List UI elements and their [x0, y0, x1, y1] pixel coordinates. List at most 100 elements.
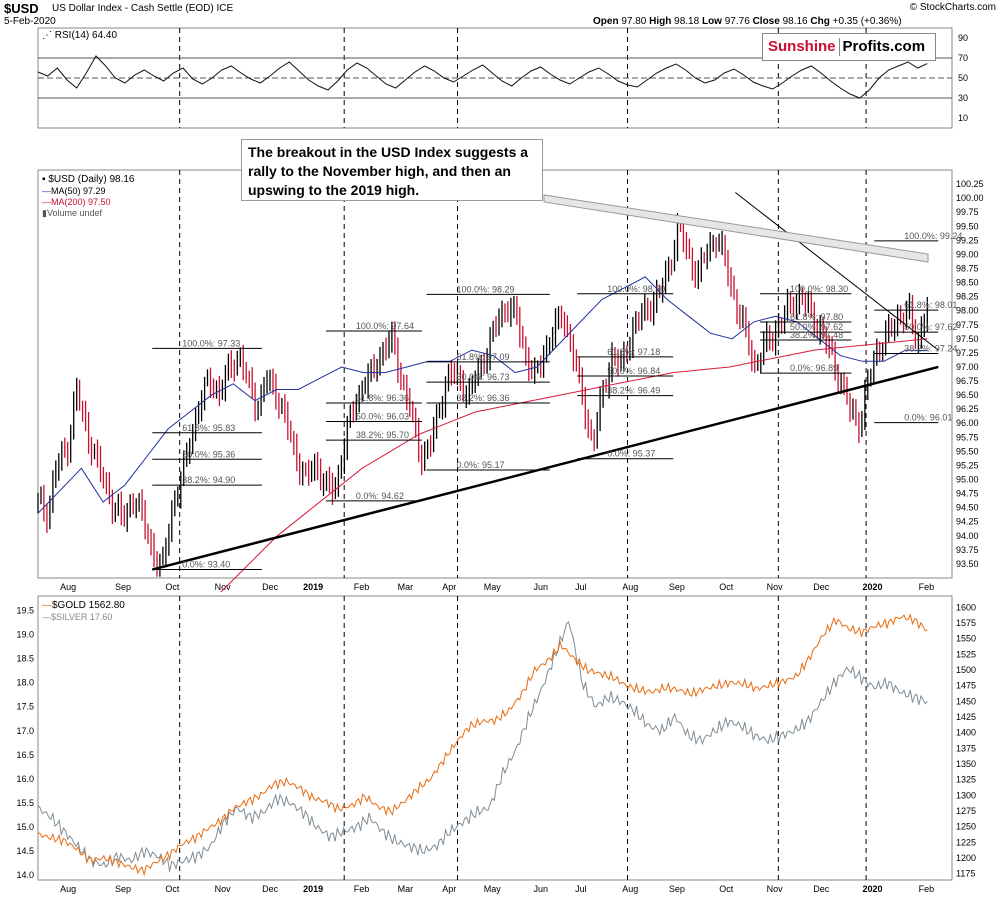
silver-y-tick: 17.5 [16, 702, 34, 712]
rsi-y-tick: 30 [958, 93, 968, 103]
silver-y-tick: 14.0 [16, 870, 34, 880]
price-y-tick: 96.75 [956, 376, 979, 386]
ma50-legend: —MA(50) 97.29 [42, 186, 106, 196]
gold-legend: —$GOLD 1562.80 [42, 600, 125, 611]
fib-level-label: 50.0%: 95.36 [182, 449, 235, 459]
fib-level-label: 50.0%: 96.03 [356, 412, 409, 422]
fib-level-label: 50.0%: 96.84 [607, 366, 660, 376]
ohlc-readout: Open 97.80 High 98.18 Low 97.76 Close 98… [593, 16, 902, 27]
fib-level-label: 0.0%: 96.01 [904, 413, 952, 423]
x-tick-label: Oct [165, 884, 180, 894]
rsi-line [37, 55, 928, 99]
rsi-legend: ⋰ RSI(14) 64.40 [42, 30, 118, 41]
fib-level-label: 100.0%: 97.33 [182, 338, 240, 348]
fib-level-label: 0.0%: 94.62 [356, 491, 404, 501]
copyright: © StockCharts.com [909, 2, 996, 13]
gold-y-tick: 1600 [956, 602, 976, 612]
x-tick-label: Sep [669, 582, 685, 592]
ma200-legend: —MA(200) 97.50 [42, 197, 111, 207]
gold-y-tick: 1450 [956, 696, 976, 706]
gold-line [37, 613, 928, 877]
price-y-tick: 99.25 [956, 235, 979, 245]
fib-level-label: 38.2%: 97.24 [904, 343, 957, 353]
x-tick-label: Nov [215, 582, 232, 592]
silver-legend: —$SILVER 17.60 [42, 612, 113, 622]
uptrend-support-line [151, 365, 939, 571]
gold-y-tick: 1550 [956, 634, 976, 644]
price-y-tick: 99.50 [956, 221, 979, 231]
price-y-tick: 97.00 [956, 362, 979, 372]
x-tick-label: Aug [622, 884, 638, 894]
gold-y-tick: 1250 [956, 822, 976, 832]
price-y-tick: 95.50 [956, 446, 979, 456]
x-tick-label: Nov [767, 884, 784, 894]
silver-y-tick: 19.0 [16, 630, 34, 640]
price-y-tick: 94.25 [956, 517, 979, 527]
fib-level-label: 38.2%: 94.90 [182, 475, 235, 485]
fib-level-label: 100.0%: 97.64 [356, 321, 414, 331]
fib-level-label: 61.8%: 95.83 [182, 423, 235, 433]
x-tick-label: Nov [215, 884, 232, 894]
exchange-label: ICE [216, 3, 234, 14]
gold-y-tick: 1475 [956, 681, 976, 691]
ma50-line [37, 276, 928, 514]
x-tick-label: Nov [767, 582, 784, 592]
x-tick-label: Feb [919, 582, 935, 592]
x-tick-label: Sep [115, 582, 131, 592]
fib-level-label: 50.0%: 97.62 [790, 322, 843, 332]
gold-y-tick: 1200 [956, 853, 976, 863]
silver-y-tick: 14.5 [16, 846, 34, 856]
fib-level-label: 38.2%: 95.70 [356, 430, 409, 440]
price-y-tick: 98.00 [956, 306, 979, 316]
price-y-tick: 94.75 [956, 489, 979, 499]
x-tick-label: Mar [398, 884, 414, 894]
price-y-tick: 97.75 [956, 320, 979, 330]
fib-level-label: 100.0%: 98.29 [456, 284, 514, 294]
price-y-tick: 96.00 [956, 418, 979, 428]
fib-level-label: 0.0%: 95.17 [456, 460, 504, 470]
silver-y-tick: 16.0 [16, 774, 34, 784]
price-y-tick: 93.75 [956, 545, 979, 555]
gold-y-tick: 1300 [956, 790, 976, 800]
fib-level-label: 100.0%: 99.24 [904, 231, 962, 241]
x-tick-label: May [484, 582, 502, 592]
silver-y-tick: 18.0 [16, 678, 34, 688]
x-tick-label: Dec [262, 582, 279, 592]
price-y-tick: 95.75 [956, 432, 979, 442]
silver-y-tick: 15.0 [16, 822, 34, 832]
x-tick-label: 2019 [303, 884, 323, 894]
panel-frame-3 [37, 595, 953, 881]
sunshine-profits-logo: Sunshine Profits.com [762, 33, 936, 61]
x-tick-label: Oct [165, 582, 180, 592]
price-y-tick: 95.25 [956, 460, 979, 470]
price-y-tick: 98.50 [956, 278, 979, 288]
price-y-tick: 96.25 [956, 404, 979, 414]
fib-level-label: 100.0%: 98.30 [790, 284, 848, 294]
gold-y-tick: 1575 [956, 618, 976, 628]
x-tick-label: Sep [669, 884, 685, 894]
fib-level-label: 61.8%: 97.80 [790, 312, 843, 322]
x-tick-label: 2020 [862, 884, 882, 894]
x-tick-label: May [484, 884, 502, 894]
fib-level-label: 38.2%: 97.48 [790, 330, 843, 340]
x-tick-label: Oct [719, 582, 734, 592]
price-y-tick: 93.50 [956, 559, 979, 569]
silver-y-tick: 19.5 [16, 605, 34, 615]
fib-level-label: 61.8%: 97.09 [456, 352, 509, 362]
price-y-tick: 94.50 [956, 503, 979, 513]
gold-y-tick: 1400 [956, 728, 976, 738]
x-tick-label: Apr [442, 582, 456, 592]
price-y-tick: 97.50 [956, 334, 979, 344]
rsi-y-tick: 10 [958, 113, 968, 123]
x-tick-label: Jul [575, 884, 587, 894]
volume-legend: ▮Volume undef [42, 208, 102, 218]
fib-level-label: 100.0%: 98.30 [607, 284, 665, 294]
fib-level-label: 50.0%: 97.62 [904, 322, 957, 332]
x-tick-label: Feb [919, 884, 935, 894]
downtrend-resistance-line [735, 192, 939, 351]
rsi-y-tick: 70 [958, 53, 968, 63]
fib-level-label: 38.2%: 96.49 [607, 386, 660, 396]
x-tick-label: Dec [813, 884, 830, 894]
silver-line [37, 620, 928, 872]
